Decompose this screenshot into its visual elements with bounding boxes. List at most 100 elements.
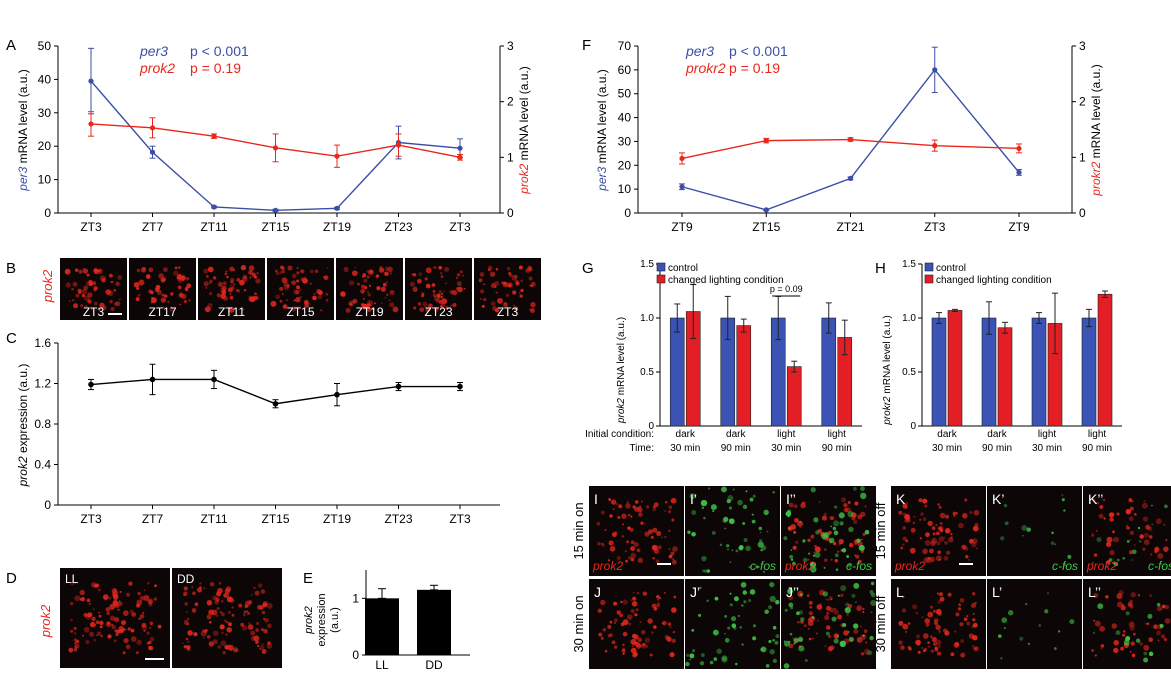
bar-control: [931, 317, 947, 427]
panel-ijkl-tile-signal: [1151, 504, 1153, 507]
panel-ijkl-tile-signal: [633, 634, 639, 640]
bar-DD: [417, 589, 451, 655]
panel-ijkl-tile-signal: [597, 608, 602, 613]
left-tick-label: 20: [618, 158, 632, 172]
panel-ijkl-tile-signal: [699, 661, 705, 666]
panel-ijkl-tile-signal: [783, 536, 788, 541]
panel-ijkl-tile-signal: [716, 648, 722, 654]
panel-b-tile-signal: [380, 286, 386, 292]
x-tick-label: ZT11: [200, 220, 227, 234]
y-tick-label: 0.4: [34, 458, 51, 472]
panel-b-tile-signal: [222, 281, 227, 286]
panel-b-tile-signal: [482, 283, 486, 286]
right-tick-label: 3: [507, 39, 514, 53]
panel-ijkl-tile-signal: [731, 549, 734, 552]
panel-b-tile-signal: [519, 294, 524, 298]
panel-letter-c: C: [6, 330, 17, 347]
panel-ijkl-tile-signal: [900, 546, 904, 550]
panel-d-tile-signal: [206, 599, 213, 606]
panel-ijkl-tile-signal: [927, 520, 933, 527]
panel-b-tile-signal: [317, 294, 323, 300]
panel-ijkl-tile-signal: [924, 539, 931, 546]
left-tick-label: 50: [38, 39, 52, 53]
row-side-label: 30 min off: [873, 595, 888, 652]
panel-ijkl-tile-background: [987, 486, 1082, 576]
panel-d-tile-signal: [228, 622, 232, 627]
x-tick-label: ZT21: [836, 220, 864, 234]
panel-d-tile-signal: [83, 626, 90, 633]
panel-d-tile-signal: [148, 626, 152, 630]
panel-d-side-label: prok2: [38, 604, 53, 638]
panel-d-tile-signal: [115, 633, 119, 637]
panel-d-tile-signal: [206, 635, 211, 639]
group-condition-label: light: [777, 429, 796, 440]
panel-d-tile-signal: [113, 639, 117, 643]
panel-ijkl-tile-signal: [628, 622, 632, 626]
panel-ijkl-tile-signal: [1154, 546, 1160, 552]
panel-ijkl-tile-signal: [928, 645, 931, 648]
panel-ijkl-tile-signal: [862, 634, 865, 637]
panel-ijkl-tile-signal: [1126, 524, 1129, 527]
panel-ijkl-tile-signal: [938, 651, 942, 655]
panel-ijkl-tile-signal: [852, 519, 858, 525]
panel-ijkl-tile-signal: [1113, 639, 1119, 646]
panel-b-tile-signal: [497, 297, 503, 304]
panel-ijkl-tile-signal: [955, 511, 959, 515]
panel-ijkl-tile-signal: [933, 620, 936, 623]
panel-b-tile-signal: [380, 302, 383, 305]
panel-ijkl-tile-signal: [602, 628, 607, 632]
panel-ijkl-tile-signal: [1120, 646, 1125, 651]
panel-ijkl-tile-signal: [1129, 600, 1132, 603]
panel-ijkl-tile-signal: [1159, 623, 1164, 628]
panel-d-tile-signal: [70, 581, 75, 586]
panel-d-tile-signal: [125, 592, 131, 597]
panel-b-tile-signal: [296, 271, 300, 275]
panel-b-tile-signal: [229, 295, 234, 300]
panel-ijkl-tile-signal: [930, 605, 934, 609]
panel-b-tile-signal: [140, 284, 143, 286]
panel-ijkl-tile-signal: [944, 540, 948, 545]
panel-d-tile-signal: [266, 602, 273, 609]
panel-d-tile-signal: [185, 611, 188, 613]
panel-b-image-strip: prok2 ZT3 ZT17 ZT11 ZT15 ZT19 ZT23 ZT3: [40, 258, 541, 320]
data-point-prok2: [149, 125, 156, 131]
panel-d-tile-signal: [137, 591, 141, 596]
panel-b-tile-label: ZT3: [83, 305, 105, 319]
panel-ijkl-tile-signal: [611, 532, 617, 538]
panel-ijkl-tile-signal: [836, 634, 840, 638]
panel-ijkl-tile-signal: [1156, 602, 1161, 607]
panel-b-tile-signal: [296, 266, 299, 270]
panel-ijkl-tile-signal: [1100, 647, 1103, 650]
panel-b-tile-signal: [439, 305, 443, 308]
panel-ijkl-tile-signal: [950, 532, 953, 536]
panel-b-tile-signal: [160, 297, 167, 303]
panel-b-tile-signal: [224, 272, 228, 276]
panel-ijkl-tile-signal: [1143, 644, 1150, 651]
tile-letter: L’’: [1088, 584, 1101, 600]
panel-b-tile-signal: [479, 272, 485, 277]
panel-b-tile-signal: [457, 286, 463, 293]
panel-ijkl-tile-signal: [939, 512, 946, 519]
panel-ijkl-tile-signal: [633, 651, 638, 657]
panel-ijkl-tile-signal: [1100, 644, 1105, 648]
panel-b-tile-signal: [312, 295, 317, 301]
panel-ijkl-tile-signal: [1126, 540, 1130, 543]
panel-ijkl-tile-signal: [669, 652, 675, 658]
panel-ijkl-tile-signal: [848, 526, 854, 533]
panel-b-tile-signal: [281, 270, 285, 274]
panel-b-tile-signal: [440, 272, 443, 275]
panel-ijkl-tile-signal: [1130, 599, 1133, 603]
panel-b-tile-signal: [92, 281, 97, 286]
panel-d-tile-signal: [89, 631, 95, 637]
panel-ijkl-tile-signal: [1096, 501, 1100, 505]
panel-ijkl-tile-signal: [759, 531, 762, 534]
panel-d-tile-signal: [263, 628, 268, 634]
bar-changed: [947, 310, 963, 427]
panel-ijkl-tile-signal: [1105, 595, 1109, 599]
panel-b-tile-signal: [452, 290, 458, 296]
panel-ijkl-tile-signal: [1127, 601, 1133, 607]
tile-channel-label: prok2: [784, 559, 815, 573]
panel-ijkl-tile-signal: [1097, 603, 1104, 610]
panel-ijkl-tile-signal: [937, 611, 942, 617]
panel-ijkl-tile-signal: [630, 609, 635, 614]
